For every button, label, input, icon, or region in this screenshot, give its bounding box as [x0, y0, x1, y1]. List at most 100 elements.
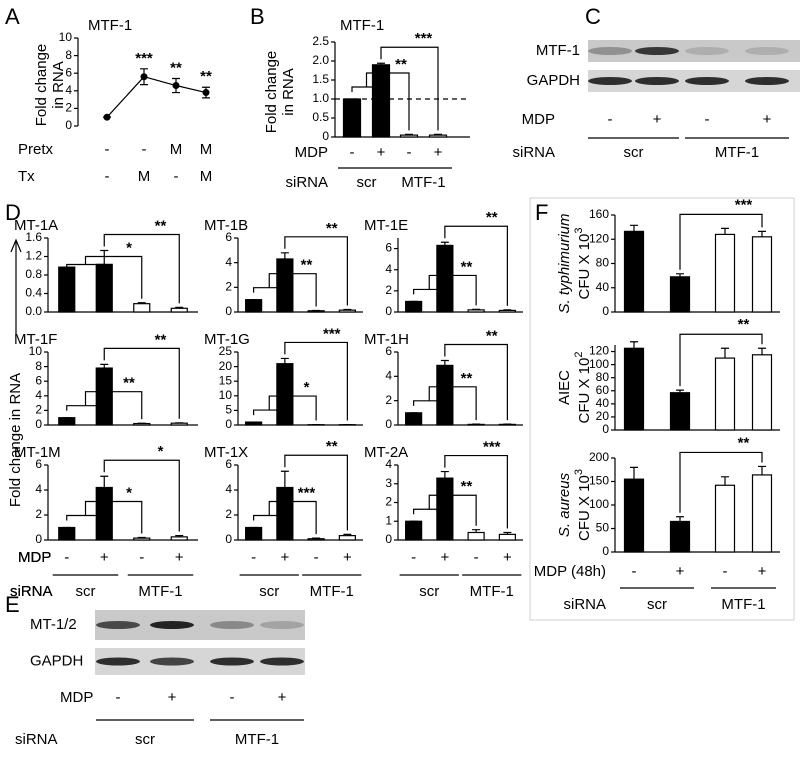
error-bar: [405, 133, 413, 136]
condition-label: -: [230, 689, 235, 706]
significance-bracket: [444, 454, 508, 529]
group-name: siRNA: [10, 583, 53, 600]
unit-exponent: 2: [573, 352, 585, 358]
significance-label: **: [461, 478, 473, 495]
y-tick-label: 0: [385, 532, 392, 546]
y-axis-label: AIEC: [556, 370, 573, 405]
y-axis-unit: CFU X 103: [573, 228, 593, 300]
point: [140, 73, 148, 81]
y-tick-label: 2: [35, 507, 42, 521]
bar: [623, 230, 645, 313]
bar: [751, 474, 773, 553]
group-name: siRNA: [285, 174, 328, 191]
blot-band: [210, 657, 254, 666]
y-tick-label: 5: [225, 403, 232, 417]
error-bar: [280, 357, 289, 364]
bar: [428, 134, 448, 138]
significance-label: **: [486, 327, 498, 344]
significance-label: ***: [135, 50, 153, 67]
condition-label: -: [105, 141, 110, 158]
blot-band: [96, 657, 140, 666]
group-name: siRNA: [563, 596, 606, 613]
error-bar: [280, 470, 289, 488]
significance-bracket: [253, 395, 317, 421]
bar: [133, 303, 151, 313]
bar: [751, 236, 773, 313]
y-tick-label: 80: [596, 370, 610, 384]
error-bar: [100, 249, 109, 265]
row-label: MDP: [60, 689, 93, 706]
significance-bracket: [253, 273, 317, 307]
bar: [133, 537, 151, 541]
condition-label: -: [705, 111, 710, 128]
condition-label: +: [175, 549, 184, 566]
y-tick-label: 150: [589, 474, 609, 488]
blot-band: [588, 77, 632, 85]
condition-label: -: [251, 549, 256, 566]
blot-band: [588, 47, 632, 55]
y-axis-label: Fold change: [263, 51, 280, 134]
significance-label: ***: [323, 325, 341, 342]
significance-label: **: [326, 220, 338, 237]
bar: [58, 526, 76, 541]
row-label: Tx: [18, 168, 35, 185]
group-label: scr: [76, 583, 96, 600]
significance-label: *: [158, 443, 164, 460]
error-bar: [175, 535, 184, 537]
y-tick-label: 10: [219, 388, 233, 402]
significance-bracket: [253, 500, 317, 535]
significance-label: **: [155, 331, 167, 348]
bar: [405, 520, 423, 541]
condition-label: M: [170, 141, 183, 158]
condition-label: -: [411, 549, 416, 566]
condition-label: +: [653, 111, 662, 128]
y-tick-label: 2.0: [312, 53, 329, 67]
significance-label: **: [395, 56, 407, 73]
bar: [338, 309, 356, 313]
significance-label: **: [738, 434, 750, 451]
error-bar: [758, 230, 766, 237]
bar: [307, 538, 325, 541]
group-name: siRNA: [512, 144, 555, 161]
unit-base: CFU X 10: [576, 358, 593, 424]
y-tick-label: 2: [65, 101, 72, 115]
blot-band: [260, 657, 304, 666]
blot-band: [260, 621, 304, 629]
significance-label: **: [123, 375, 135, 392]
y-tick-label: 2: [225, 280, 232, 294]
y-tick-label: 8: [35, 359, 42, 373]
group-label: scr: [259, 583, 279, 600]
bar: [95, 486, 113, 541]
panel-letter: A: [5, 4, 20, 29]
y-tick-label: 0.8: [25, 267, 42, 281]
significance-bracket: [66, 391, 143, 420]
error-bar: [758, 347, 766, 355]
chart-title: MT-1M: [14, 444, 61, 461]
panel-letter: C: [585, 4, 601, 29]
significance-bracket: [413, 386, 477, 421]
y-tick-label: 0.0: [25, 304, 42, 318]
condition-label: +: [100, 549, 109, 566]
condition-label: +: [278, 689, 287, 706]
y-axis-label: S. typhimurium: [556, 213, 573, 313]
unit-base: CFU X 10: [576, 234, 593, 300]
error-bar: [312, 537, 321, 539]
y-tick-label: 0: [225, 417, 232, 431]
condition-label: +: [434, 144, 443, 161]
blot-band: [635, 77, 679, 85]
bar: [371, 64, 391, 138]
bar: [276, 258, 294, 313]
y-tick-label: 0: [225, 532, 232, 546]
error-bar: [440, 359, 449, 366]
bar: [276, 486, 294, 541]
chart-title: MT-1A: [14, 217, 58, 234]
condition-label: +: [676, 563, 685, 580]
error-bar: [100, 363, 109, 369]
significance-bracket: [103, 459, 180, 532]
y-tick-label: 4: [35, 482, 42, 496]
condition-label: +: [758, 563, 767, 580]
y-tick-label: 20: [596, 409, 610, 423]
y-tick-label: 0: [65, 118, 72, 132]
y-tick-label: 40: [596, 396, 610, 410]
error-bar: [175, 306, 184, 309]
